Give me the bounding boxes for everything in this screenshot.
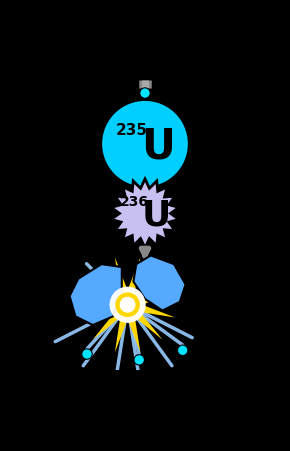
Polygon shape xyxy=(70,265,122,325)
Circle shape xyxy=(110,288,145,322)
Polygon shape xyxy=(133,256,186,311)
Circle shape xyxy=(100,100,190,189)
Circle shape xyxy=(177,345,188,356)
Text: U: U xyxy=(141,198,171,232)
Polygon shape xyxy=(111,179,179,249)
Text: U: U xyxy=(141,125,175,167)
Circle shape xyxy=(134,355,144,365)
Polygon shape xyxy=(80,258,175,353)
Circle shape xyxy=(120,298,135,312)
Circle shape xyxy=(116,294,139,317)
Text: 235: 235 xyxy=(116,123,148,138)
Circle shape xyxy=(82,349,92,359)
Text: 236: 236 xyxy=(119,195,148,209)
Circle shape xyxy=(140,89,150,99)
